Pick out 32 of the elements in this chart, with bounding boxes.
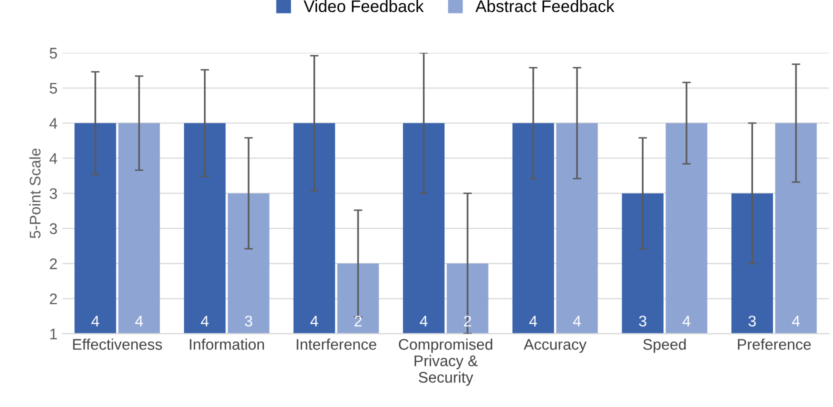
y-axis-title: 5-Point Scale bbox=[29, 148, 41, 238]
y-tick-label: 2 bbox=[50, 258, 57, 270]
data-label: 2 bbox=[354, 316, 362, 326]
x-tick-label: Effectiveness bbox=[73, 338, 162, 350]
legend-label: Video Feedback bbox=[304, 0, 424, 12]
legend-label: Abstract Feedback bbox=[475, 0, 614, 12]
y-tick-label: 3 bbox=[50, 188, 57, 200]
data-label: 4 bbox=[200, 316, 209, 326]
data-label: 4 bbox=[529, 316, 538, 326]
data-label: 4 bbox=[573, 316, 581, 326]
data-label: 3 bbox=[244, 316, 252, 327]
data-label: 4 bbox=[310, 316, 318, 326]
data-label: 4 bbox=[420, 316, 428, 326]
data-label: 4 bbox=[682, 316, 690, 326]
x-tick-label: Accuracy bbox=[524, 339, 587, 353]
y-tick-label: 4 bbox=[49, 153, 58, 164]
data-label: 4 bbox=[91, 316, 100, 326]
data-label: 4 bbox=[792, 316, 800, 326]
y-tick-label: 3 bbox=[50, 223, 57, 234]
data-label: 3 bbox=[748, 316, 756, 327]
data-label: 4 bbox=[135, 316, 143, 326]
x-tick-label: Speed bbox=[643, 338, 686, 353]
y-tick-label: 4 bbox=[49, 118, 58, 129]
x-tick-label: Preference bbox=[738, 338, 811, 350]
data-label: 3 bbox=[639, 316, 646, 327]
y-tick-label: 5 bbox=[50, 83, 57, 94]
x-tick-label: Interference bbox=[296, 338, 376, 350]
y-tick-label: 1 bbox=[50, 328, 57, 340]
x-tick-label: Information bbox=[190, 338, 264, 350]
x-tick-label: Compromised Privacy & Security bbox=[398, 338, 492, 386]
y-tick-label: 5 bbox=[50, 48, 57, 59]
y-tick-label: 2 bbox=[50, 294, 57, 304]
